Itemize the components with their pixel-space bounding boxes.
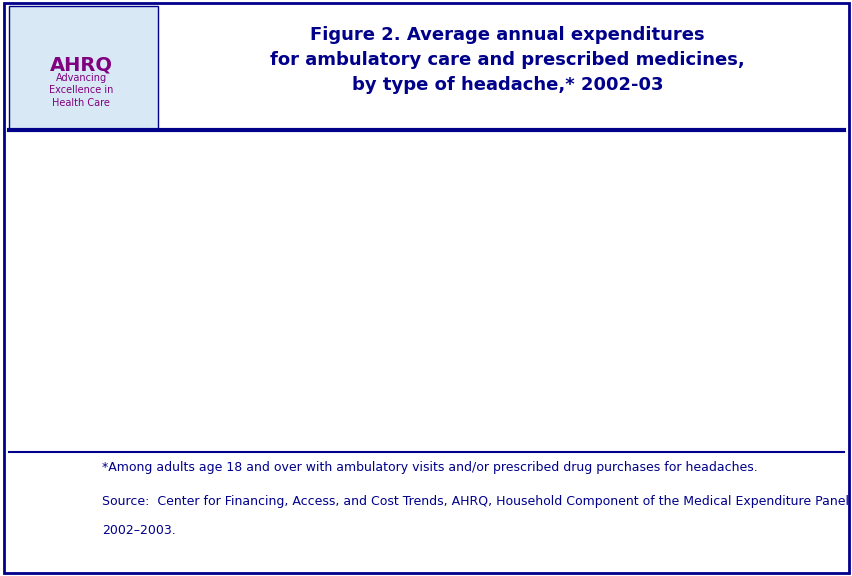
Text: Advancing
Excellence in
Health Care: Advancing Excellence in Health Care <box>49 73 113 108</box>
Bar <box>452 326 521 403</box>
Text: 172: 172 <box>706 332 733 346</box>
Text: 212: 212 <box>240 320 267 334</box>
Text: Source:  Center for Financing, Access, and Cost Trends, AHRQ, Household Componen: Source: Center for Financing, Access, an… <box>102 495 852 509</box>
Bar <box>614 235 684 403</box>
Text: *Among adults age 18 and over with ambulatory visits and/or prescribed drug purc: *Among adults age 18 and over with ambul… <box>102 461 757 474</box>
Bar <box>382 221 452 403</box>
Text: 530: 530 <box>636 219 663 233</box>
Text: 566: 566 <box>170 207 197 221</box>
Bar <box>684 348 754 403</box>
Text: 577: 577 <box>404 204 429 218</box>
Legend: Average, Median: Average, Median <box>347 106 556 131</box>
Y-axis label: Dollars: Dollars <box>50 247 66 306</box>
Text: 243: 243 <box>474 310 499 324</box>
Bar <box>149 224 219 403</box>
Text: AHRQ: AHRQ <box>49 55 112 74</box>
Text: Figure 2. Average annual expenditures
for ambulatory care and prescribed medicin: Figure 2. Average annual expenditures fo… <box>270 26 744 94</box>
Bar <box>219 336 289 403</box>
Text: 2002–2003.: 2002–2003. <box>102 524 176 537</box>
